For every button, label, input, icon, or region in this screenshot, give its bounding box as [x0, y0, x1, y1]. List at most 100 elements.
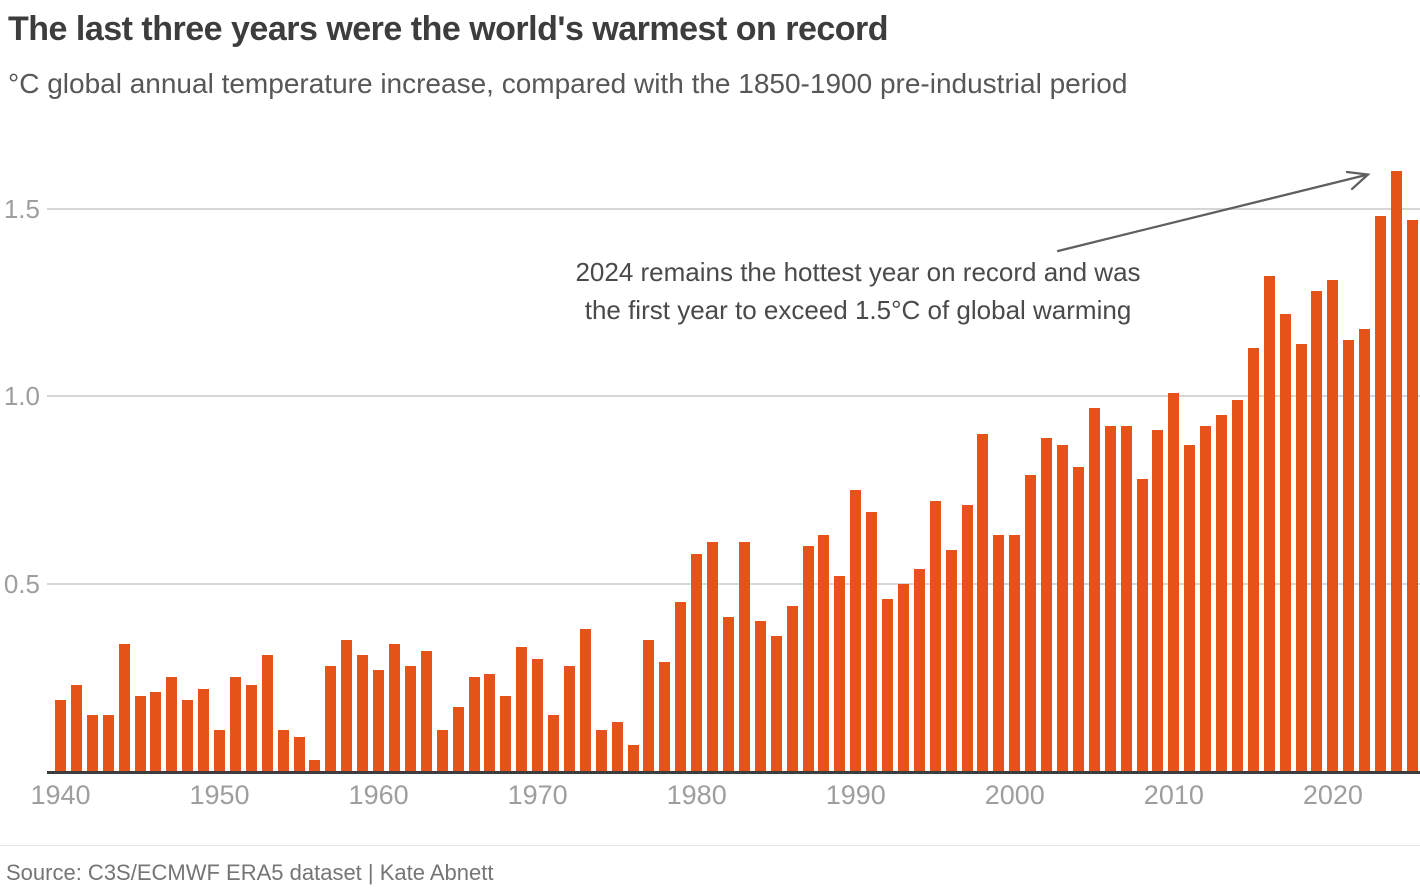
bar-2020 [1327, 280, 1339, 771]
x-tick-label-1940: 1940 [30, 780, 91, 810]
bar-1958 [341, 640, 353, 771]
bar-1977 [643, 640, 655, 771]
bar-1954 [277, 730, 289, 771]
bar-1949 [198, 689, 210, 771]
bar-2003 [1057, 445, 1068, 771]
x-tick-label-1970: 1970 [507, 780, 568, 810]
bar-1959 [357, 655, 369, 771]
bar-2025 [1406, 220, 1418, 771]
bar-1953 [261, 655, 273, 771]
bar-1975 [611, 722, 623, 771]
bar-1947 [166, 677, 178, 771]
bar-1943 [102, 715, 114, 771]
bar-2023 [1375, 216, 1387, 771]
bar-1964 [436, 730, 448, 771]
bar-1982 [723, 617, 734, 771]
bar-1983 [738, 542, 750, 771]
bar-1992 [882, 599, 894, 771]
bar-1944 [118, 644, 130, 771]
bar-1997 [961, 505, 973, 771]
bar-2007 [1120, 426, 1132, 771]
x-tick-label-2010: 2010 [1143, 780, 1204, 810]
bar-1942 [86, 715, 98, 771]
bar-1990 [850, 490, 862, 771]
gridline-1.5 [47, 207, 1420, 210]
bar-1970 [532, 659, 544, 771]
bar-1991 [866, 512, 878, 771]
bar-2006 [1104, 426, 1116, 771]
bar-2024 [1391, 171, 1403, 771]
annotation-line-2: the first year to exceed 1.5°C of global… [584, 295, 1132, 325]
bar-1981 [707, 542, 719, 771]
bar-2019 [1311, 291, 1323, 771]
bar-1978 [659, 662, 671, 771]
bar-2012 [1200, 426, 1212, 771]
y-tick-label-1.0: 1.0 [3, 381, 40, 412]
bar-1955 [293, 737, 305, 771]
bar-1976 [627, 745, 639, 771]
x-tick-label-2000: 2000 [984, 780, 1045, 810]
bar-1950 [214, 730, 226, 771]
bar-1966 [468, 677, 480, 771]
bar-2011 [1184, 445, 1196, 771]
bar-1993 [897, 584, 909, 771]
bar-1974 [595, 730, 607, 771]
y-tick-label-0.5: 0.5 [3, 568, 40, 599]
bar-2017 [1279, 314, 1291, 771]
bar-1960 [373, 670, 385, 771]
footer-divider [0, 845, 1420, 846]
bar-1946 [150, 692, 162, 771]
bar-1961 [389, 644, 400, 771]
bar-1995 [929, 501, 941, 771]
bar-1951 [229, 677, 241, 771]
bar-2018 [1295, 344, 1307, 771]
chart-annotation: 2024 remains the hottest year on record … [518, 253, 1198, 329]
bar-1962 [404, 666, 416, 771]
bar-2022 [1359, 329, 1371, 771]
bar-1971 [548, 715, 560, 771]
bar-1999 [993, 535, 1005, 771]
bar-1980 [691, 554, 703, 771]
bar-2013 [1216, 415, 1228, 771]
bar-2015 [1247, 348, 1259, 771]
bar-1940 [55, 700, 66, 771]
x-tick-label-1960: 1960 [348, 780, 409, 810]
gridline-1.0 [47, 395, 1420, 398]
page-title: The last three years were the world's wa… [8, 10, 889, 48]
bar-1989 [834, 576, 846, 771]
bar-2021 [1343, 340, 1355, 771]
bar-1965 [452, 707, 464, 771]
bar-1957 [325, 666, 337, 771]
bar-1987 [802, 546, 814, 771]
annotation-line-1: 2024 remains the hottest year on record … [575, 257, 1141, 287]
plot-area: 2024 remains the hottest year on record … [3, 170, 1420, 810]
bar-1972 [563, 666, 575, 771]
bar-1952 [245, 685, 257, 771]
bar-1948 [182, 700, 194, 771]
bar-1945 [134, 696, 146, 771]
bar-1994 [913, 569, 925, 771]
bar-1969 [516, 647, 528, 771]
bar-1979 [675, 602, 687, 771]
bar-2000 [1009, 535, 1021, 771]
x-tick-label-1980: 1980 [666, 780, 727, 810]
x-tick-label-1950: 1950 [189, 780, 250, 810]
bar-2004 [1072, 467, 1084, 771]
bar-1941 [70, 685, 82, 771]
bar-1985 [770, 636, 782, 771]
bar-1956 [309, 760, 321, 771]
bar-1984 [754, 621, 766, 771]
bar-2010 [1168, 393, 1180, 771]
source-text: Source: C3S/ECMWF ERA5 dataset | Kate Ab… [6, 860, 494, 885]
bar-1963 [420, 651, 432, 771]
bar-1973 [579, 629, 591, 771]
x-tick-label-1990: 1990 [825, 780, 886, 810]
bar-2009 [1152, 430, 1164, 771]
bar-2014 [1231, 400, 1243, 771]
bar-1998 [977, 434, 989, 771]
arrow-shape [1056, 170, 1371, 253]
bar-1996 [945, 550, 957, 771]
x-tick-label-2020: 2020 [1302, 780, 1363, 810]
bar-2016 [1263, 276, 1275, 771]
